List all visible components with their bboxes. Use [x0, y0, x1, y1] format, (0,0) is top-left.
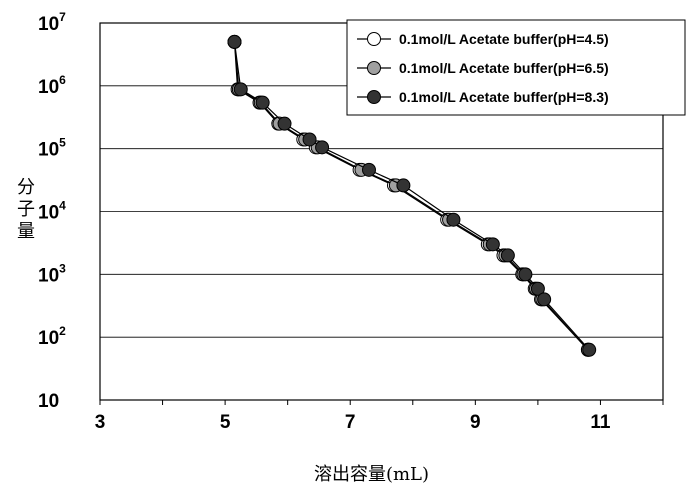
y-tick-label: 106 [38, 73, 66, 98]
y-axis: 107 106 105 104 103 102 10 [38, 10, 66, 412]
data-point [227, 34, 242, 49]
legend-label: 0.1mol/L Acetate buffer(pH=6.5) [399, 60, 609, 76]
data-point [485, 237, 500, 252]
x-tick-label: 5 [220, 412, 231, 433]
data-point [315, 140, 330, 155]
y-tick-label: 103 [38, 261, 66, 286]
data-point [582, 342, 597, 357]
y-axis-title: 分子量 [17, 177, 35, 242]
data-point [518, 267, 533, 282]
legend-marker [367, 32, 381, 46]
x-axis: 3 5 7 9 11 [95, 400, 664, 433]
legend-label: 0.1mol/L Acetate buffer(pH=4.5) [399, 31, 609, 47]
y-tick-label: 102 [38, 324, 66, 349]
data-point [255, 95, 270, 110]
gridlines [100, 85, 663, 338]
data-point [302, 132, 317, 147]
series-layer [227, 34, 597, 357]
data-point [446, 212, 461, 227]
legend-marker [367, 90, 381, 104]
y-tick-label: 10 [38, 391, 59, 412]
data-point [277, 116, 292, 131]
data-point [537, 292, 552, 307]
x-axis-title: 溶出容量(mL) [314, 464, 429, 485]
y-tick-label: 107 [38, 10, 66, 35]
legend: 0.1mol/L Acetate buffer(pH=4.5) 0.1mol/L … [346, 19, 686, 116]
legend-label: 0.1mol/L Acetate buffer(pH=8.3) [399, 89, 609, 105]
x-tick-label: 11 [590, 412, 611, 433]
y-tick-label: 105 [38, 136, 66, 161]
legend-box [346, 19, 686, 116]
x-tick-label: 3 [95, 412, 106, 433]
y-tick-label: 104 [38, 199, 66, 224]
data-point [500, 248, 515, 263]
legend-marker [367, 61, 381, 75]
data-point [530, 281, 545, 296]
data-point [233, 82, 248, 97]
x-tick-label: 7 [345, 412, 356, 433]
series-3 [227, 34, 597, 357]
data-point [361, 162, 376, 177]
x-tick-label: 9 [470, 412, 481, 433]
data-point [396, 178, 411, 193]
